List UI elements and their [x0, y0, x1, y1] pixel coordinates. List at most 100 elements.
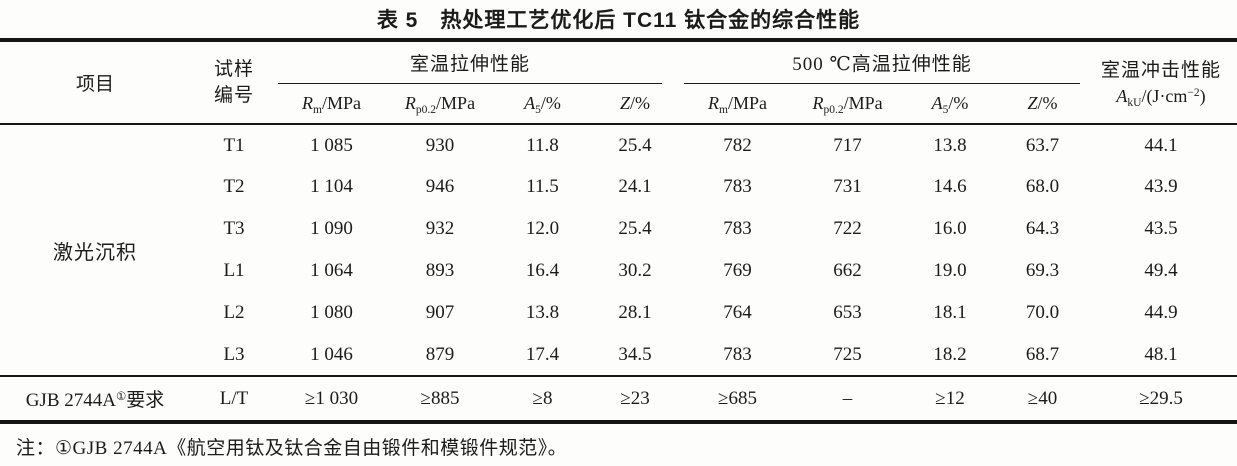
- var-subscript: p0.2: [823, 104, 844, 116]
- value-cell: 24.1: [618, 176, 652, 197]
- var-subscript: 5: [942, 104, 949, 116]
- sample-id-cell: T1: [223, 134, 245, 156]
- requirement-sample-id: L/T: [190, 375, 278, 424]
- rt-rm-header: Rm/MPa: [278, 84, 385, 125]
- var-subscript: m: [313, 104, 322, 116]
- requirement-label-suffix: 要求: [126, 390, 165, 411]
- var-symbol: Z: [620, 93, 631, 113]
- rt-a5-header: A5/%: [495, 84, 590, 125]
- value-cell: 725: [833, 343, 862, 365]
- value-cell: 34.5: [618, 343, 652, 365]
- high-temp-tensile-group-label: 500 ℃高温拉伸性能: [684, 49, 1081, 84]
- sample-header-line1: 试样: [213, 58, 254, 80]
- value-cell: 25.4: [618, 218, 652, 239]
- value-cell: 1 080: [310, 302, 353, 323]
- var-symbol: R: [708, 93, 720, 113]
- requirement-value: ≥40: [1000, 375, 1086, 424]
- impact-symbol-var: A: [1116, 85, 1128, 106]
- impact-symbol-sub: kU: [1127, 96, 1142, 109]
- ht-a5-header: A5/%: [900, 84, 1001, 125]
- value-cell: 43.5: [1144, 218, 1178, 239]
- impact-column-header: 室温冲击性能 AkU/(J·cm−2): [1085, 40, 1237, 125]
- value-cell: 907: [425, 302, 455, 323]
- impact-header-title: 室温冲击性能: [1101, 59, 1222, 81]
- high-temp-tensile-group-header: 500 ℃高温拉伸性能: [680, 40, 1085, 84]
- value-cell: 1 104: [310, 176, 353, 197]
- room-temp-tensile-group-label: 室温拉伸性能: [278, 49, 663, 84]
- var-unit: /MPa: [843, 93, 883, 113]
- value-cell: 19.0: [933, 260, 967, 281]
- value-cell: 17.4: [525, 343, 560, 365]
- value-cell: 1 046: [310, 343, 353, 365]
- value-cell: 783: [723, 218, 752, 239]
- value-cell: 16.0: [933, 218, 967, 239]
- value-cell: 11.8: [526, 134, 559, 156]
- var-symbol: A: [931, 93, 943, 113]
- value-cell: 731: [833, 176, 862, 197]
- value-cell: 1 090: [310, 218, 353, 239]
- ht-rp02-header: Rp0.2/MPa: [795, 84, 901, 125]
- value-cell: 69.3: [1025, 260, 1060, 281]
- value-cell: 44.9: [1144, 302, 1178, 323]
- requirement-value: ≥23: [590, 375, 681, 424]
- requirement-value: ≥885: [385, 375, 495, 424]
- var-unit: /%: [630, 93, 651, 113]
- requirement-value: ≥29.5: [1085, 375, 1237, 424]
- var-symbol: A: [524, 93, 536, 113]
- value-cell: 717: [833, 134, 862, 156]
- sample-header-line2: 编号: [213, 84, 254, 106]
- value-cell: 13.8: [525, 302, 560, 323]
- requirement-row: GJB 2744A①要求 L/T ≥1 030 ≥885 ≥8 ≥23 ≥685…: [0, 375, 1237, 424]
- data-row-L2: L2 1 080 907 13.8 28.1 764 653 18.1 70.0 44.9: [0, 292, 1237, 334]
- sample-id-cell: T3: [223, 218, 245, 239]
- var-unit: /MPa: [321, 93, 361, 113]
- process-group-label: 激光沉积: [53, 241, 137, 264]
- var-unit: /MPa: [436, 93, 476, 113]
- data-row-L3: L3 1 046 879 17.4 34.5 783 725 18.2 68.7 48.1: [0, 334, 1237, 376]
- header-row-subcolumns: Rm/MPa Rp0.2/MPa A5/% Z/% Rm/MPa Rp0.2/M…: [0, 84, 1237, 125]
- value-cell: 764: [723, 302, 752, 323]
- value-cell: 11.5: [526, 176, 559, 197]
- rt-rp02-header: Rp0.2/MPa: [385, 84, 495, 125]
- ht-z-header: Z/%: [1000, 84, 1086, 125]
- var-symbol: R: [302, 93, 314, 113]
- value-cell: 18.1: [933, 302, 967, 323]
- data-row-T1: 激光沉积 T1 1 085 930 11.8 25.4 782 717 13.8 63.7 44.1: [0, 124, 1237, 264]
- requirement-value: ≥8: [495, 375, 590, 424]
- properties-table: 项目 试样 编号 室温拉伸性能 500 ℃高温拉伸性能 室温冲击性能 AkU/(…: [0, 38, 1237, 424]
- value-cell: 28.1: [618, 302, 652, 323]
- impact-header-symbol: AkU/(J·cm−2): [1085, 84, 1237, 109]
- data-row-T2: T2 1 104 946 11.5 24.1 783 731 14.6 68.0 43.9: [0, 166, 1237, 208]
- value-cell: 13.8: [933, 134, 967, 156]
- value-cell: 30.2: [618, 260, 652, 281]
- sample-id-cell: L3: [223, 343, 245, 365]
- value-cell: 49.4: [1144, 260, 1178, 281]
- requirement-value: ≥685: [680, 375, 796, 424]
- value-cell: 14.6: [933, 176, 967, 197]
- value-cell: 879: [425, 343, 455, 365]
- var-unit: /%: [1037, 93, 1058, 113]
- value-cell: 16.4: [525, 260, 560, 281]
- requirement-footnote-marker: ①: [115, 391, 127, 403]
- requirement-section: GJB 2744A①要求 L/T ≥1 030 ≥885 ≥8 ≥23 ≥685…: [0, 375, 1237, 424]
- sample-id-column-header: 试样 编号: [190, 40, 278, 125]
- item-column-header: 项目: [0, 40, 190, 125]
- var-symbol: R: [404, 93, 416, 113]
- value-cell: 43.9: [1144, 176, 1178, 197]
- value-cell: 48.1: [1144, 343, 1178, 365]
- value-cell: 44.1: [1144, 134, 1178, 156]
- value-cell: 653: [833, 302, 862, 323]
- value-cell: 782: [723, 134, 752, 156]
- rt-z-header: Z/%: [590, 84, 681, 125]
- table-body: 激光沉积 T1 1 085 930 11.8 25.4 782 717 13.8 63.7 44.1…: [0, 124, 1237, 376]
- value-cell: 25.4: [618, 134, 652, 156]
- value-cell: 68.0: [1025, 176, 1060, 197]
- value-cell: 783: [723, 176, 752, 197]
- value-cell: 930: [425, 134, 455, 156]
- var-unit: /%: [540, 93, 561, 113]
- value-cell: 722: [833, 218, 862, 239]
- value-cell: 662: [833, 260, 862, 281]
- value-cell: 12.0: [525, 218, 560, 239]
- var-unit: /MPa: [727, 93, 767, 113]
